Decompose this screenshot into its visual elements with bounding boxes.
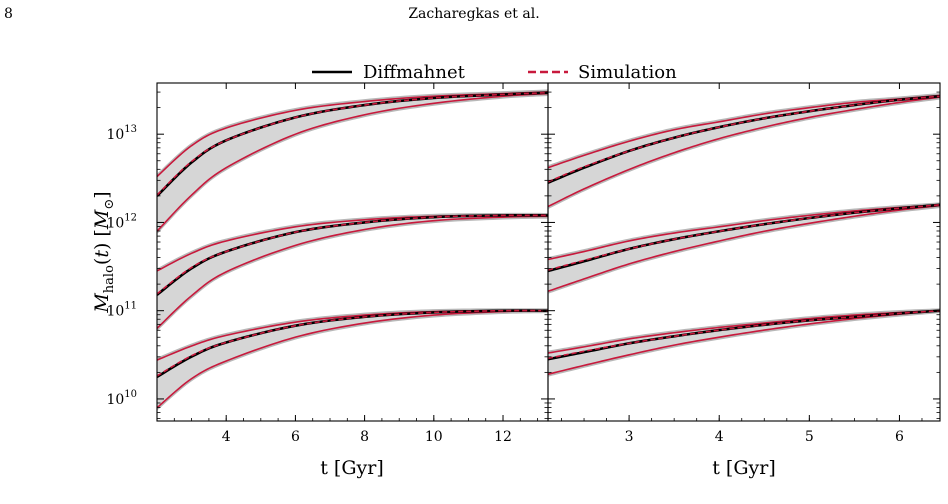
y-tick-label-13: 1013 — [106, 124, 137, 143]
simulation-band-upper-high-mass-right — [548, 94, 940, 169]
y-tick-label-11: 1011 — [106, 301, 137, 320]
simulation-band-lower-high-mass-left — [157, 92, 548, 232]
simulation-median-high-mass-left — [157, 91, 548, 196]
plot-area-right — [548, 92, 940, 377]
y-tick-label-12: 1012 — [106, 212, 137, 231]
y-tick-label-10: 1010 — [106, 389, 137, 408]
percentile-band-low-mass-right — [548, 310, 940, 375]
simulation-band-upper-low-mass-right — [548, 309, 940, 354]
x-tick-label-left-12: 12 — [494, 429, 512, 445]
simulation-median-high-mass-right — [548, 95, 940, 183]
x-tick-label-right-3: 3 — [625, 429, 634, 445]
model-band-upper-intermediate-mass-right — [548, 202, 940, 260]
x-axis-label-left: t [Gyr] — [320, 457, 384, 479]
y-axis-label: Mhalo(t) [M⊙] — [91, 191, 117, 313]
model-band-lower-low-mass-right — [548, 310, 940, 377]
x-tick-label-right-6: 6 — [895, 429, 904, 445]
page-number: 8 — [4, 6, 13, 22]
running-head: Zacharegkas et al. — [408, 6, 540, 22]
axes-frame-right — [547, 82, 941, 422]
simulation-band-upper-intermediate-mass-right — [548, 203, 940, 261]
simulation-band-lower-intermediate-mass-right — [548, 204, 940, 293]
x-axis-label-right: t [Gyr] — [712, 457, 776, 479]
percentile-band-high-mass-left — [157, 91, 548, 232]
x-tick-label-right-5: 5 — [805, 429, 814, 445]
simulation-band-lower-intermediate-mass-left — [157, 215, 548, 329]
legend-label-diffmahnet: Diffmahnet — [363, 62, 466, 83]
x-tick-label-left-6: 6 — [291, 429, 300, 445]
plot-area-left — [157, 89, 548, 410]
simulation-median-intermediate-mass-right — [548, 203, 940, 271]
model-band-upper-high-mass-right — [548, 92, 940, 168]
percentile-band-high-mass-right — [548, 95, 940, 207]
x-tick-label-left-8: 8 — [360, 429, 369, 445]
simulation-median-intermediate-mass-left — [157, 214, 548, 295]
model-band-lower-low-mass-left — [157, 310, 548, 410]
simulation-median-low-mass-right — [548, 309, 940, 360]
model-band-lower-high-mass-right — [548, 97, 940, 209]
model-band-upper-low-mass-right — [548, 308, 940, 353]
model-band-upper-intermediate-mass-left — [157, 212, 548, 271]
model-band-lower-high-mass-left — [157, 93, 548, 234]
model-band-lower-intermediate-mass-left — [157, 216, 548, 331]
simulation-median-low-mass-left — [157, 309, 548, 377]
model-band-upper-low-mass-left — [157, 308, 548, 360]
x-tick-label-left-10: 10 — [425, 429, 443, 445]
x-tick-label-left-4: 4 — [222, 429, 231, 445]
model-band-lower-intermediate-mass-right — [548, 205, 940, 294]
legend-label-simulation: Simulation — [578, 62, 677, 83]
right-panel: 3 4 5 6 — [547, 82, 941, 445]
legend: Diffmahnet Simulation — [312, 62, 677, 83]
simulation-band-lower-high-mass-right — [548, 96, 940, 208]
model-band-upper-high-mass-left — [157, 89, 548, 177]
x-tick-label-right-4: 4 — [715, 429, 724, 445]
percentile-band-intermediate-mass-right — [548, 204, 940, 292]
